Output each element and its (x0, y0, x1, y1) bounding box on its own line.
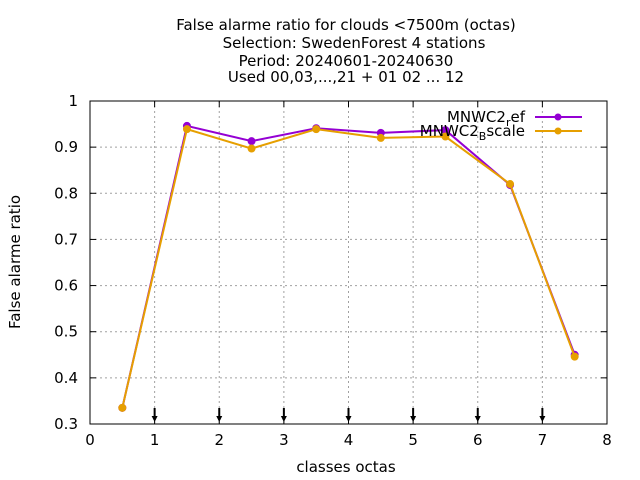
title-line-3: Period: 20240601-20240630 (239, 52, 454, 70)
title-line-1: False alarme ratio for clouds <7500m (oc… (176, 16, 516, 34)
x-axis-label: classes octas (296, 458, 396, 476)
class-marker-head (216, 416, 223, 422)
series-2-point (182, 125, 191, 134)
legend-marker-1 (554, 113, 562, 121)
class-marker-head (410, 416, 417, 422)
chart-title: False alarme ratio for clouds <7500m (oc… (176, 16, 516, 86)
series-2-point (376, 133, 385, 142)
legend-label-1: MNWC2ref (447, 108, 526, 129)
x-tick-label: 8 (602, 431, 612, 449)
y-tick-label: 0.8 (54, 184, 78, 202)
class-marker-head (280, 416, 287, 422)
series-2-point (506, 180, 515, 189)
class-marker-head (539, 416, 546, 422)
y-tick-label: 0.6 (54, 277, 78, 295)
y-tick-label: 0.5 (54, 323, 78, 341)
series-line-2 (121, 127, 576, 409)
y-axis-label: False alarme ratio (6, 195, 24, 329)
y-tick-label: 0.4 (54, 369, 78, 387)
series-2-point (118, 403, 127, 412)
series-layer (118, 121, 579, 412)
class-marker-head (345, 416, 352, 422)
class-markers (151, 408, 546, 422)
series-2-point (247, 144, 256, 153)
grid (90, 101, 607, 424)
series-1-point (247, 137, 256, 146)
y-axis-ticks: 0.3 0.4 0.5 0.6 0.7 0.8 0.9 1 (54, 92, 607, 433)
x-tick-label: 2 (214, 431, 224, 449)
y-tick-label: 0.7 (54, 230, 78, 248)
series-2-point (570, 352, 579, 361)
series-2-point (312, 125, 321, 134)
y-tick-label: 1 (68, 92, 78, 110)
x-tick-label: 6 (473, 431, 483, 449)
class-marker-head (151, 416, 158, 422)
x-tick-label: 1 (150, 431, 160, 449)
y-tick-label: 0.3 (54, 415, 78, 433)
x-tick-label: 0 (85, 431, 95, 449)
x-tick-label: 4 (344, 431, 354, 449)
x-tick-label: 5 (408, 431, 418, 449)
y-tick-label: 0.9 (54, 138, 78, 156)
class-marker-head (474, 416, 481, 422)
title-line-4: Used 00,03,...,21 + 01 02 ... 12 (228, 68, 464, 86)
series-2-point (441, 132, 450, 141)
x-tick-label: 3 (279, 431, 289, 449)
legend-label-2: MNWC2Bscale (420, 122, 525, 143)
legend-marker-2 (554, 127, 562, 135)
title-line-2: Selection: SwedenForest 4 stations (223, 34, 486, 52)
x-tick-label: 7 (538, 431, 548, 449)
